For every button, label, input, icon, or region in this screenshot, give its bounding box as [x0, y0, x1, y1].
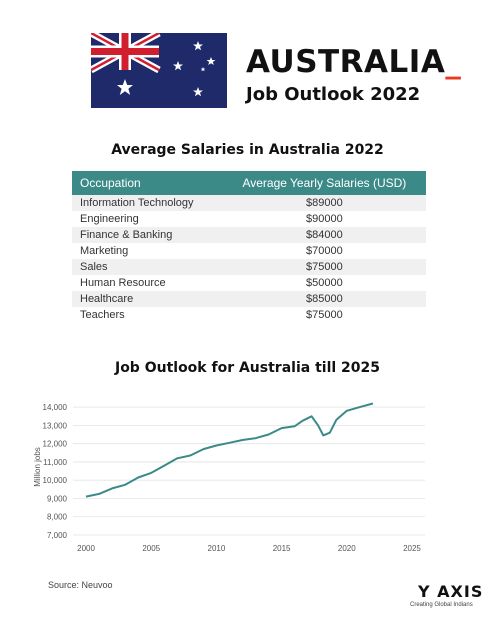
source-note: Source: Neuvoo: [48, 580, 113, 590]
table-row: Marketing $70000: [72, 243, 426, 259]
salary-table-title: Average Salaries in Australia 2022: [111, 142, 384, 158]
chart-title: Job Outlook for Australia till 2025: [114, 360, 380, 376]
occupation-cell: Teachers: [80, 309, 125, 321]
occupation-cell: Sales: [80, 261, 108, 273]
occupation-cell: Information Technology: [80, 197, 194, 209]
table-row: Finance & Banking $84000: [72, 227, 426, 243]
logo-y: Y: [418, 582, 431, 601]
salary-cell: $85000: [306, 293, 343, 305]
x-tick-label: 2015: [273, 544, 291, 553]
star-icon: [200, 67, 206, 72]
occupation-cell: Finance & Banking: [80, 229, 173, 241]
salary-cell: $75000: [306, 261, 343, 273]
y-axis-ticks: 7,000 8,000 9,000 10,000 11,000 12,000 13,000 1…: [43, 403, 68, 540]
job-outlook-line-chart: 7,000 8,000 9,000 10,000 11,000 12,000 13,000 1…: [33, 402, 425, 553]
star-icon: [193, 87, 203, 97]
title-cursor: _: [445, 44, 462, 80]
salary-column-header: Average Yearly Salaries (USD): [222, 171, 426, 195]
occupation-column-header: Occupation: [72, 171, 223, 195]
y-axis-label: Million jobs: [33, 447, 42, 487]
occupation-cell: Engineering: [80, 213, 139, 225]
x-tick-label: 2005: [142, 544, 160, 553]
logo-axis: AXIS: [437, 582, 484, 601]
table-row: Human Resource $50000: [72, 275, 426, 291]
table-row: Engineering $90000: [72, 211, 426, 227]
table-row: Information Technology $89000: [72, 195, 426, 211]
salary-cell: $84000: [306, 229, 343, 241]
australia-flag: [91, 33, 227, 108]
salary-table: Occupation Average Yearly Salaries (USD)…: [72, 171, 426, 323]
table-row: Healthcare $85000: [72, 291, 426, 307]
chart-gridlines: [73, 406, 425, 536]
y-tick-label: 11,000: [43, 458, 67, 467]
y-axis-logo: Y AXIS: [418, 582, 483, 601]
southern-cross-stars: [117, 41, 216, 97]
logo-tagline: Creating Global Indians: [410, 602, 473, 608]
country-title: AUSTRALIA_: [246, 44, 461, 80]
salary-cell: $75000: [306, 309, 343, 321]
star-icon: [173, 61, 183, 71]
commonwealth-star-icon: [117, 79, 133, 95]
jobs-series-line: [85, 402, 374, 498]
y-tick-label: 7,000: [47, 531, 68, 540]
x-tick-label: 2000: [77, 544, 95, 553]
salary-table-header: Occupation Average Yearly Salaries (USD): [72, 171, 426, 195]
salary-cell: $50000: [306, 277, 343, 289]
occupation-cell: Marketing: [80, 245, 129, 257]
y-tick-label: 9,000: [47, 494, 68, 503]
table-row: Teachers $75000: [72, 307, 426, 323]
x-axis-ticks: 2000 2005 2010 2015 2020 2025: [77, 544, 421, 553]
y-tick-label: 10,000: [43, 476, 68, 485]
jobs-series-points: [86, 403, 373, 497]
y-tick-label: 13,000: [43, 421, 68, 430]
occupation-cell: Healthcare: [80, 293, 134, 305]
report-subtitle: Job Outlook 2022: [246, 84, 421, 105]
country-name: AUSTRALIA: [246, 44, 446, 80]
union-jack: [91, 33, 161, 74]
occupation-cell: Human Resource: [80, 277, 166, 289]
salary-cell: $89000: [306, 197, 343, 209]
y-tick-label: 12,000: [43, 440, 68, 449]
x-tick-label: 2020: [338, 544, 356, 553]
table-row: Sales $75000: [72, 259, 426, 275]
star-icon: [206, 57, 216, 65]
x-tick-label: 2010: [208, 544, 226, 553]
y-tick-label: 8,000: [47, 513, 68, 522]
salary-cell: $90000: [306, 213, 343, 225]
x-tick-label: 2025: [403, 544, 421, 553]
salary-cell: $70000: [306, 245, 343, 257]
y-tick-label: 14,000: [43, 403, 68, 412]
star-icon: [193, 41, 203, 51]
